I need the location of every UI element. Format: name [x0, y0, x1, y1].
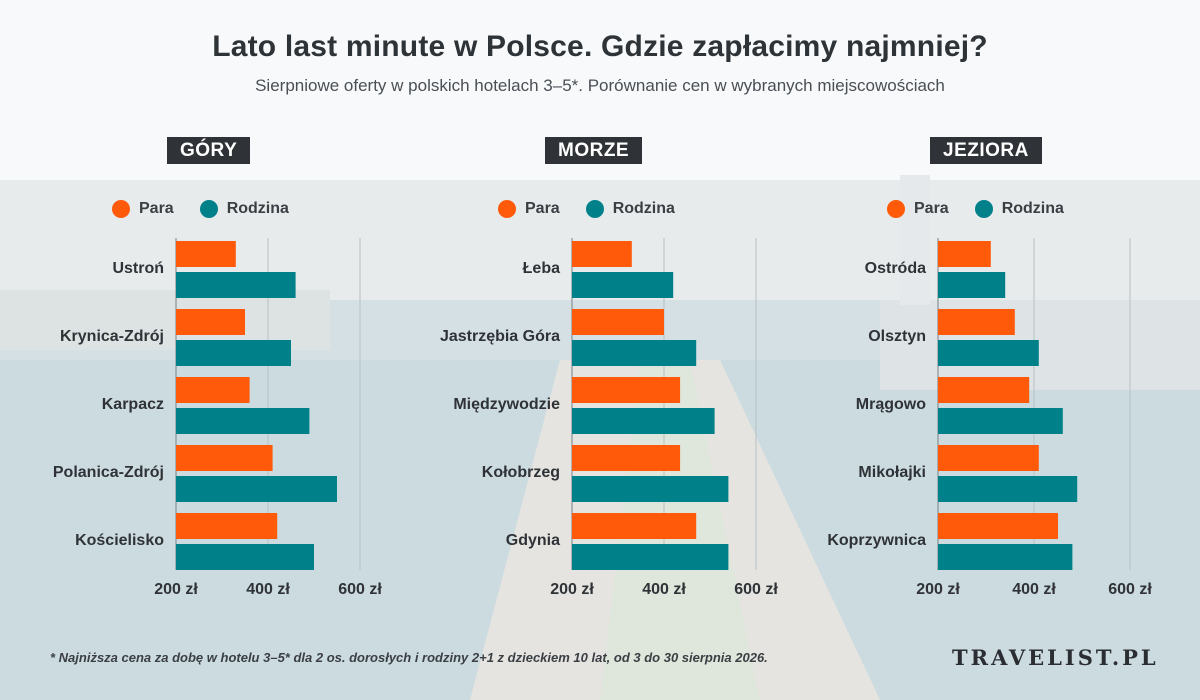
- legend-gory: Para Rodzina: [112, 200, 307, 218]
- legend-jeziora: Para Rodzina: [887, 200, 1082, 218]
- category-label: Krynica-Zdrój: [60, 328, 164, 345]
- bar-rodzina: [572, 340, 697, 366]
- bar-para: [938, 445, 1039, 471]
- bar-rodzina: [572, 272, 674, 298]
- legend-item-rodzina: Rodzina: [199, 200, 289, 218]
- bar-rodzina: [176, 544, 314, 570]
- bar-para: [938, 309, 1015, 335]
- footnote: * Najniższa cena za dobę w hotelu 3–5* d…: [50, 650, 768, 665]
- bar-para: [176, 377, 250, 403]
- category-label: Olsztyn: [868, 328, 926, 345]
- panel-title-morze: MORZE: [545, 137, 643, 164]
- bar-para: [176, 241, 236, 267]
- legend-label-rodzina: Rodzina: [226, 200, 289, 217]
- bar-para: [176, 513, 278, 539]
- category-label: Karpacz: [102, 396, 164, 413]
- legend-label-para: Para: [139, 200, 174, 217]
- bar-rodzina: [176, 408, 310, 434]
- bar-rodzina: [176, 272, 296, 298]
- legend-item-rodzina: Rodzina: [974, 200, 1064, 218]
- x-tick-label: 200 zł: [916, 581, 960, 598]
- legend-label-para: Para: [914, 200, 949, 217]
- legend-item-para: Para: [498, 200, 560, 218]
- category-label: Ustroń: [112, 260, 164, 277]
- category-label: Ostróda: [865, 260, 926, 277]
- chart-title: Lato last minute w Polsce. Gdzie zapłaci…: [212, 30, 988, 63]
- travelist-logo: TRAVELIST.PL: [952, 645, 1159, 670]
- bar-rodzina: [938, 408, 1063, 434]
- bar-para: [938, 377, 1030, 403]
- category-label: Kołobrzeg: [482, 464, 560, 481]
- bar-para: [572, 309, 664, 335]
- legend-item-rodzina: Rodzina: [585, 200, 675, 218]
- bar-rodzina: [572, 476, 729, 502]
- category-label: Mrągowo: [856, 396, 926, 413]
- category-label: Gdynia: [506, 532, 560, 549]
- category-label: Łeba: [523, 260, 560, 277]
- bar-para: [572, 241, 632, 267]
- category-label: Międzywodzie: [453, 396, 560, 413]
- legend-swatch-para: [112, 200, 130, 218]
- legend-label-rodzina: Rodzina: [1001, 200, 1064, 217]
- x-tick-label: 600 zł: [1108, 581, 1152, 598]
- x-tick-label: 600 zł: [338, 581, 382, 598]
- category-label: Kościelisko: [75, 532, 164, 549]
- panel-title-jeziora: JEZIORA: [930, 137, 1042, 164]
- category-label: Koprzywnica: [827, 532, 926, 549]
- bar-rodzina: [938, 544, 1073, 570]
- legend-label-para: Para: [525, 200, 560, 217]
- legend-label-rodzina: Rodzina: [612, 200, 675, 217]
- bar-rodzina: [938, 476, 1078, 502]
- x-tick-label: 400 zł: [1012, 581, 1056, 598]
- legend-morze: Para Rodzina: [498, 200, 693, 218]
- legend-swatch-para: [498, 200, 516, 218]
- category-label: Jastrzębia Góra: [440, 328, 560, 345]
- bar-rodzina: [938, 340, 1039, 366]
- category-label: Mikołajki: [858, 464, 926, 481]
- bar-rodzina: [938, 272, 1006, 298]
- bar-para: [938, 513, 1058, 539]
- bar-para: [176, 309, 245, 335]
- bar-rodzina: [572, 408, 715, 434]
- chart-subtitle: Sierpniowe oferty w polskich hotelach 3–…: [255, 76, 945, 95]
- bar-para: [572, 513, 697, 539]
- bar-rodzina: [176, 340, 291, 366]
- panel-title-gory: GÓRY: [167, 137, 251, 164]
- bar-para: [572, 377, 681, 403]
- bar-para: [572, 445, 681, 471]
- bar-rodzina: [176, 476, 337, 502]
- bar-rodzina: [572, 544, 729, 570]
- legend-swatch-rodzina: [585, 200, 604, 218]
- bar-para: [176, 445, 273, 471]
- x-tick-label: 600 zł: [734, 581, 778, 598]
- x-tick-label: 400 zł: [642, 581, 686, 598]
- legend-swatch-rodzina: [199, 200, 218, 218]
- legend-swatch-rodzina: [974, 200, 993, 218]
- x-tick-label: 200 zł: [550, 581, 594, 598]
- x-tick-label: 400 zł: [246, 581, 290, 598]
- x-tick-label: 200 zł: [154, 581, 198, 598]
- legend-item-para: Para: [887, 200, 949, 218]
- legend-item-para: Para: [112, 200, 174, 218]
- bar-para: [938, 241, 991, 267]
- category-label: Polanica-Zdrój: [53, 464, 164, 481]
- legend-swatch-para: [887, 200, 905, 218]
